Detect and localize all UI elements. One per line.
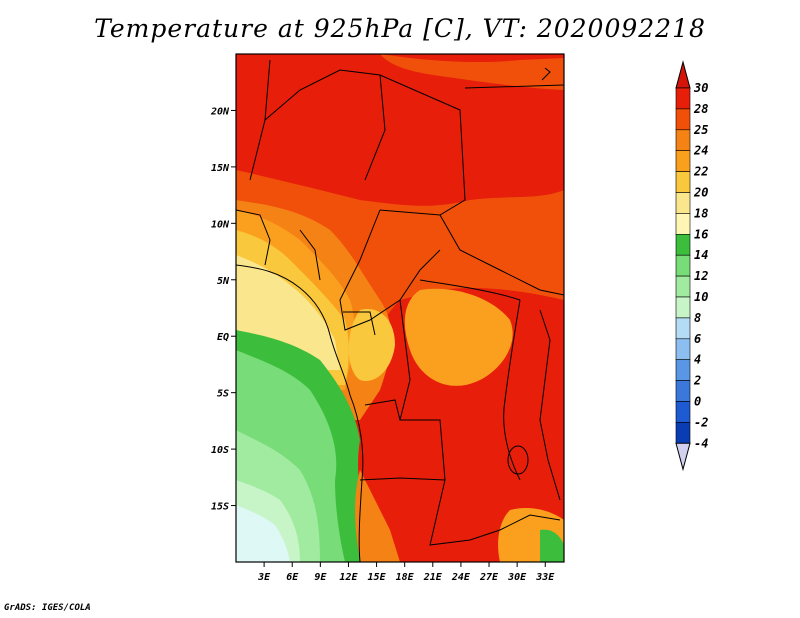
colorbar-label: 0	[694, 395, 701, 409]
border-5	[439, 214, 564, 296]
x-tick-label: 27E	[479, 572, 499, 583]
colorbar-label: -2	[694, 415, 708, 429]
border-10	[539, 309, 561, 501]
colorbar-segment	[675, 275, 691, 298]
map-frame	[235, 53, 565, 563]
temperature-field	[236, 54, 564, 562]
x-tick-label: 24E	[451, 572, 471, 583]
colorbar-segment	[675, 422, 691, 444]
colorbar-bottom-cap	[675, 442, 691, 472]
colorbar-label: 22	[693, 165, 708, 179]
colorbar-label: 12	[694, 269, 708, 283]
colorbar-label: 14	[694, 248, 708, 262]
coastline-west	[236, 264, 364, 562]
border-3	[379, 74, 466, 216]
border-4	[464, 84, 564, 89]
border-13	[499, 514, 561, 531]
y-tick-label: 5S	[217, 389, 229, 400]
field-basin-warm	[404, 288, 513, 386]
field-cold	[236, 505, 290, 562]
x-tick-label: 30E	[507, 572, 527, 583]
credit-text: GrADS: IGES/COLA	[4, 603, 91, 613]
y-tick-label: 10N	[211, 219, 230, 230]
border-8	[399, 299, 501, 546]
colorbar-label: 8	[694, 311, 701, 325]
colorbar-segment	[675, 338, 691, 360]
colorbar-segment	[675, 108, 691, 131]
colorbar-segment	[675, 234, 691, 256]
colorbar-segment	[675, 150, 691, 172]
y-tick-label: 5N	[217, 276, 230, 287]
colorbar-segment	[675, 129, 691, 152]
y-tick-label: EQ	[217, 332, 229, 343]
colorbar-segment	[675, 359, 691, 381]
colorbar-segment	[675, 401, 691, 423]
colorbar-label: 16	[694, 227, 708, 241]
field-ne-orange	[380, 54, 564, 90]
colorbar-label: 4	[694, 353, 701, 367]
x-tick-label: 9E	[314, 572, 327, 583]
x-tick-label: 3E	[257, 572, 271, 583]
coast-ne	[541, 67, 551, 81]
colorbar-label: 28	[693, 102, 708, 116]
colorbar-label: 6	[694, 332, 701, 346]
colorbar-label: -4	[694, 436, 708, 450]
field-coastal	[355, 470, 400, 562]
x-tick-label: 15E	[368, 572, 387, 583]
y-tick-label: 15N	[211, 163, 230, 174]
colorbar-segment	[675, 87, 691, 110]
border-16	[343, 311, 376, 336]
border-11	[364, 399, 401, 421]
colorbar-label: 25	[693, 123, 708, 137]
border-7	[419, 279, 521, 301]
colorbar-segment	[675, 296, 691, 319]
colorbar-label: 24	[693, 144, 708, 158]
colorbar-label: 20	[693, 186, 708, 200]
boundaries	[236, 59, 564, 562]
y-tick-label: 15S	[211, 502, 229, 513]
y-tick-label: 10S	[211, 445, 229, 456]
x-tick-label: 21E	[423, 572, 443, 583]
field-basin-yellow	[348, 309, 395, 381]
border-12	[359, 477, 446, 481]
x-tick-label: 12E	[339, 572, 358, 583]
colorbar-segment	[675, 213, 691, 235]
x-axis: 3E 6E 9E 12E 15E 18E 21E 24E 27E 30E 33E	[257, 562, 555, 583]
x-tick-label: 18E	[396, 572, 415, 583]
y-axis: 20N 15N 10N 5N EQ 5S 10S 15S	[210, 106, 236, 513]
colorbar-label: 18	[694, 206, 708, 220]
border-14	[236, 209, 271, 266]
colorbar-segment	[675, 317, 691, 340]
x-tick-label: 33E	[535, 572, 555, 583]
colorbar-top-cap	[675, 60, 691, 89]
colorbar-segment	[675, 380, 691, 402]
colorbar-label: 30	[693, 81, 708, 95]
lake	[507, 445, 529, 475]
chart-title: Temperature at 925hPa [C], VT: 202009221…	[94, 14, 706, 43]
x-tick-label: 6E	[286, 572, 299, 583]
colorbar-label: 10	[694, 290, 708, 304]
border-9	[503, 299, 521, 481]
field-se-green	[540, 529, 564, 562]
border-2	[264, 69, 386, 181]
colorbar-segment	[675, 171, 691, 193]
border-6	[339, 209, 441, 331]
border-15	[299, 229, 321, 281]
colorbar-label: 2	[693, 374, 701, 388]
colorbar-segment	[675, 254, 691, 277]
colorbar-segment	[675, 192, 691, 214]
y-tick-label: 20N	[210, 106, 230, 117]
